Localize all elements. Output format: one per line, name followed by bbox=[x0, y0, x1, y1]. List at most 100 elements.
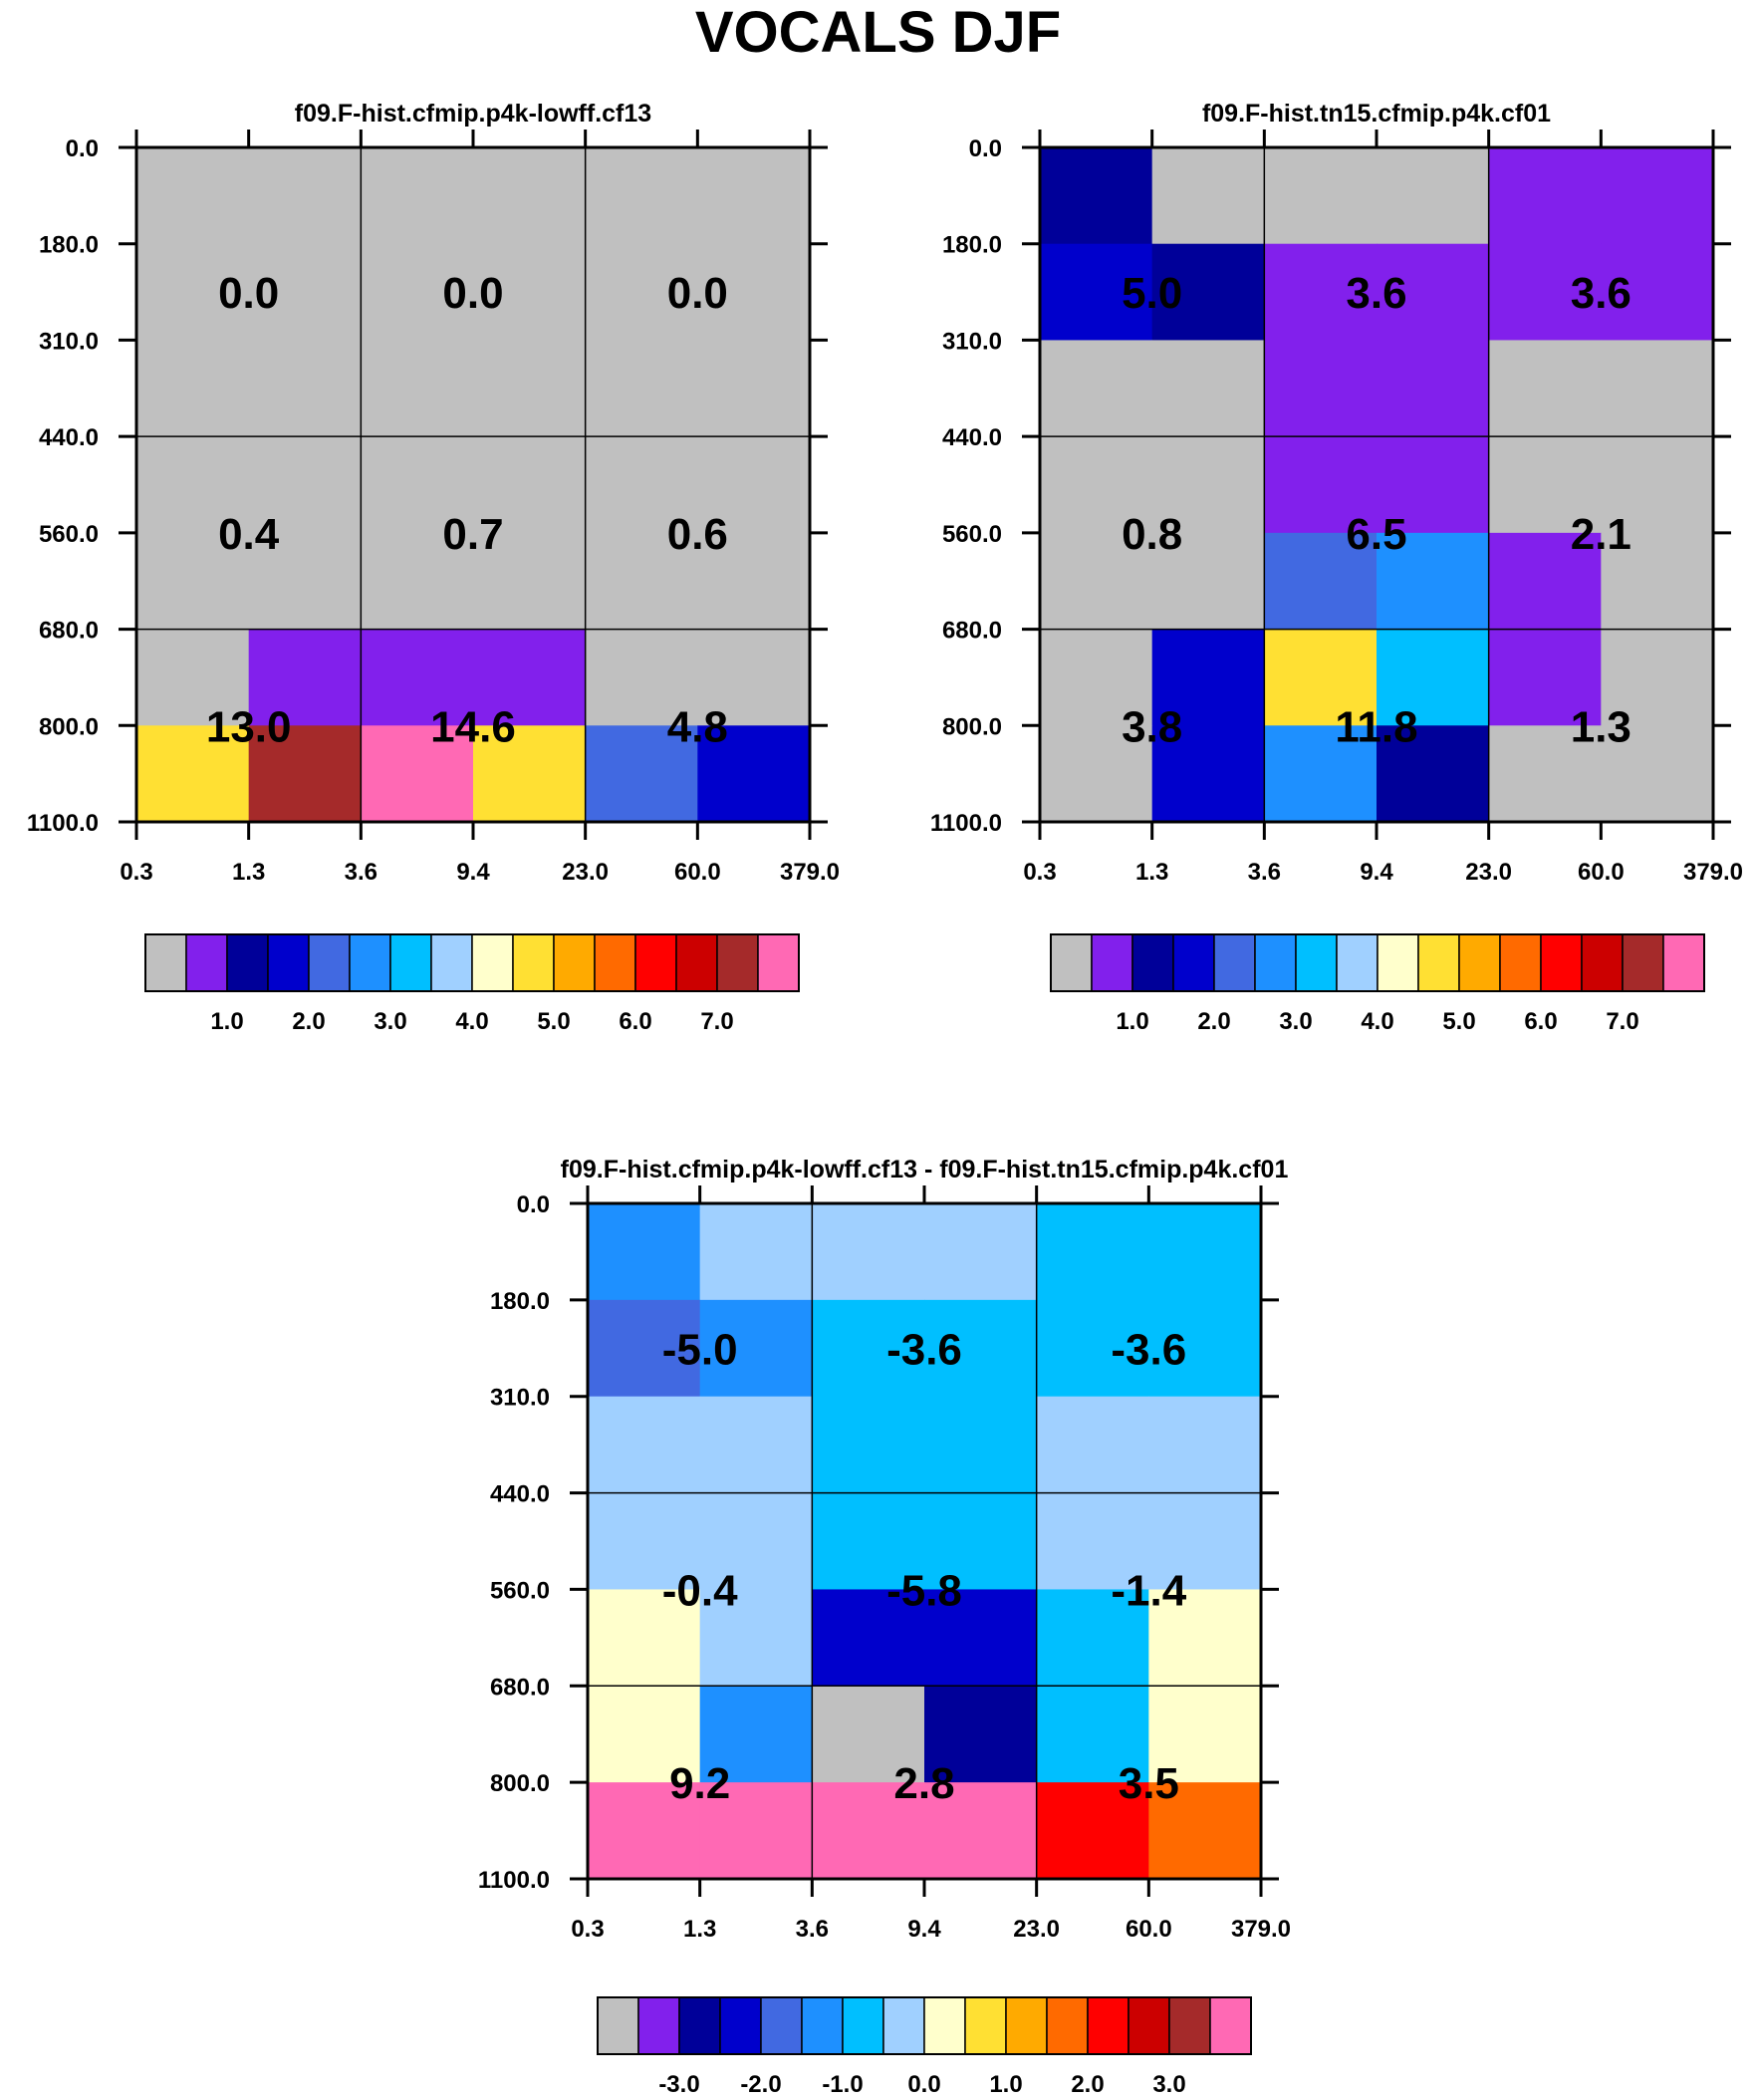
x-tick-label: 23.0 bbox=[1013, 1916, 1060, 1943]
heatmap-cell bbox=[812, 1299, 925, 1398]
cell-value-label: 3.5 bbox=[1119, 1759, 1179, 1808]
heatmap-cell bbox=[697, 629, 811, 726]
colorbar-swatch bbox=[185, 933, 228, 992]
panel-title: f09.F-hist.cfmip.p4k-lowff.cf13 - f09.F-… bbox=[561, 1156, 1289, 1183]
heatmap-cell bbox=[1036, 1492, 1149, 1590]
y-tick-label: 310.0 bbox=[490, 1385, 550, 1412]
colorbar-swatch bbox=[1377, 933, 1419, 992]
colorbar-swatch bbox=[757, 933, 800, 992]
heatmap-cell bbox=[136, 147, 250, 245]
heatmap-cell bbox=[248, 436, 362, 534]
colorbar-swatch bbox=[1046, 1996, 1089, 2055]
colorbar-swatch bbox=[144, 933, 187, 992]
heatmap-cell bbox=[1040, 629, 1153, 726]
heatmap-cell bbox=[1601, 340, 1714, 437]
heatmap-cell bbox=[1040, 340, 1153, 437]
cell-value-label: 0.7 bbox=[442, 510, 503, 559]
colorbar-swatch bbox=[1622, 933, 1664, 992]
x-tick-label: 3.6 bbox=[796, 1916, 829, 1943]
heatmap-cell bbox=[248, 629, 362, 726]
colorbar-swatch bbox=[553, 933, 596, 992]
colorbar-swatch bbox=[1005, 1996, 1048, 2055]
y-tick-label: 560.0 bbox=[39, 521, 99, 548]
heatmap-cell bbox=[473, 532, 587, 631]
cell-value-label: 14.6 bbox=[430, 702, 516, 751]
heatmap-cell bbox=[1151, 436, 1265, 534]
heatmap-cell bbox=[585, 340, 698, 437]
cell-value-label: 4.8 bbox=[667, 702, 728, 751]
x-tick-label: 0.3 bbox=[120, 859, 152, 886]
x-tick-label: 23.0 bbox=[562, 859, 609, 886]
y-tick-label: 310.0 bbox=[942, 328, 1002, 355]
main-title: VOCALS DJF bbox=[694, 0, 1062, 65]
heatmap-cell bbox=[1148, 1686, 1262, 1783]
colorbar-label: 3.0 bbox=[374, 1008, 406, 1035]
x-tick-label: 0.3 bbox=[1023, 859, 1056, 886]
colorbar-label: 2.0 bbox=[1197, 1008, 1230, 1035]
heatmap-cell bbox=[1148, 1203, 1262, 1301]
x-tick-label: 60.0 bbox=[674, 859, 721, 886]
heatmap-cell bbox=[1036, 1299, 1149, 1398]
y-tick-label: 180.0 bbox=[39, 232, 99, 259]
heatmap-cell bbox=[699, 1203, 813, 1301]
heatmap-cell bbox=[361, 147, 474, 245]
heatmap-cell bbox=[361, 340, 474, 437]
heatmap-cell bbox=[1148, 1299, 1262, 1398]
y-tick-label: 1100.0 bbox=[930, 810, 1002, 837]
colorbar-swatch bbox=[1172, 933, 1215, 992]
x-tick-label: 9.4 bbox=[1360, 859, 1393, 886]
x-tick-label: 3.6 bbox=[345, 859, 377, 886]
heatmap-cell bbox=[361, 436, 474, 534]
cell-value-label: 0.4 bbox=[218, 510, 280, 559]
colorbar-frame bbox=[597, 1996, 1252, 2055]
colorbar-swatch bbox=[267, 933, 310, 992]
heatmap-cell bbox=[1601, 629, 1714, 726]
x-tick-label: 23.0 bbox=[1465, 859, 1512, 886]
heatmap-cell bbox=[1036, 1396, 1149, 1494]
heatmap-cell bbox=[136, 436, 250, 534]
heatmap-cell bbox=[1377, 629, 1490, 726]
heatmap-cell bbox=[1040, 436, 1153, 534]
heatmap-cell bbox=[697, 340, 811, 437]
heatmap-cell bbox=[697, 243, 811, 341]
heatmap-svg: f09.F-hist.tn15.cfmip.p4k.cf01 0.0 180.0 31… bbox=[930, 100, 1743, 1035]
heatmap-cell bbox=[1488, 340, 1602, 437]
heatmap-cell bbox=[699, 1686, 813, 1783]
colorbar-swatch bbox=[1131, 933, 1174, 992]
heatmap-cell bbox=[248, 147, 362, 245]
colorbar-swatch bbox=[675, 933, 718, 992]
y-tick-label: 310.0 bbox=[39, 328, 99, 355]
heatmap-cell bbox=[1601, 147, 1714, 245]
colorbar-swatch bbox=[1458, 933, 1501, 992]
y-tick-label: 1100.0 bbox=[27, 810, 99, 837]
heatmap-cell bbox=[1377, 532, 1490, 631]
panel-title: f09.F-hist.cfmip.p4k-lowff.cf13 bbox=[295, 100, 651, 128]
cell-value-label: -3.6 bbox=[1111, 1325, 1186, 1374]
y-tick-label: 440.0 bbox=[39, 424, 99, 451]
heatmap-svg: f09.F-hist.cfmip.p4k-lowff.cf13 0.0 180.0 3… bbox=[27, 100, 840, 1035]
heatmap-cell bbox=[1036, 1782, 1149, 1880]
x-tick-label: 379.0 bbox=[1231, 1916, 1291, 1943]
colorbar-swatch bbox=[1662, 933, 1705, 992]
heatmap-cell bbox=[136, 532, 250, 631]
colorbar-swatch bbox=[1209, 1996, 1252, 2055]
colorbar-swatch bbox=[719, 1996, 762, 2055]
x-tick-label: 379.0 bbox=[1683, 859, 1743, 886]
colorbar-swatch bbox=[308, 933, 351, 992]
heatmap-cell bbox=[924, 1589, 1038, 1687]
y-tick-label: 800.0 bbox=[490, 1770, 550, 1797]
heatmap-cell bbox=[1488, 243, 1602, 341]
colorbar-label: 1.0 bbox=[989, 2071, 1022, 2095]
colorbar-label: 7.0 bbox=[700, 1008, 733, 1035]
heatmap-cell bbox=[1151, 725, 1265, 823]
heatmap-cell bbox=[248, 532, 362, 631]
heatmap-cell bbox=[1036, 1203, 1149, 1301]
cell-value-label: 1.3 bbox=[1571, 702, 1631, 751]
colorbar-label: 6.0 bbox=[619, 1008, 651, 1035]
heatmap-cell bbox=[1377, 243, 1490, 341]
colorbar-swatch bbox=[1087, 1996, 1129, 2055]
y-tick-label: 440.0 bbox=[490, 1481, 550, 1508]
x-tick-label: 1.3 bbox=[1135, 859, 1168, 886]
colorbar-swatch bbox=[1540, 933, 1583, 992]
colorbar-swatch bbox=[964, 1996, 1007, 2055]
